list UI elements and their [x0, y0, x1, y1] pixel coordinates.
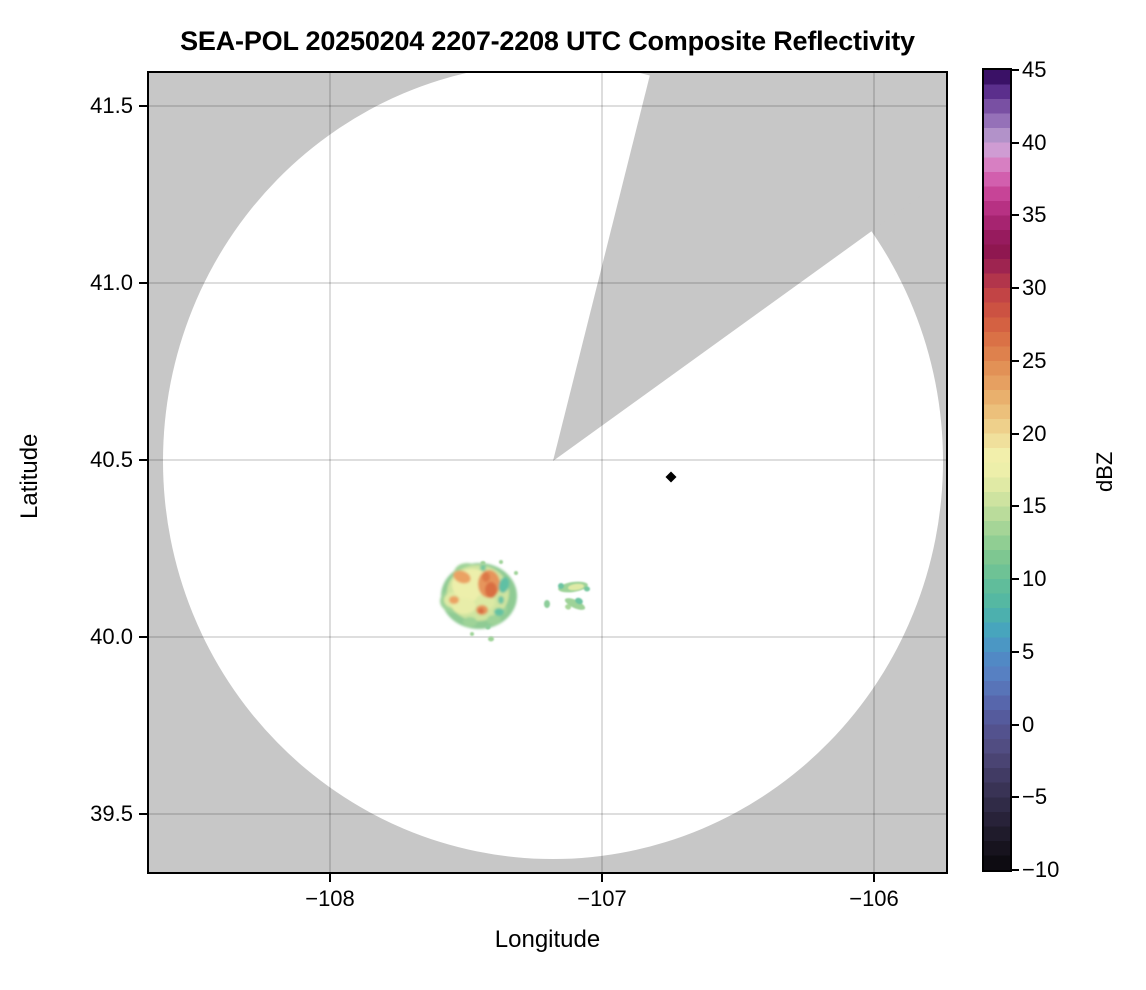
x-tick-mark — [329, 874, 331, 882]
colorbar-tick-label: 20 — [1022, 420, 1047, 446]
colorbar-tick-label: −10 — [1022, 857, 1060, 882]
colorbar-tick-label: 35 — [1022, 202, 1047, 228]
plot-area — [147, 71, 948, 874]
x-tick-label: −108 — [305, 886, 355, 911]
x-axis-label: Longitude — [494, 926, 601, 953]
y-tick-label: 41.0 — [90, 270, 133, 295]
colorbar-tick-label: 45 — [1022, 57, 1047, 82]
colorbar — [982, 68, 1012, 872]
colorbar-tick-mark — [1012, 69, 1019, 71]
x-tick-mark — [873, 874, 875, 882]
radar-plot-canvas — [149, 73, 946, 872]
y-tick-mark — [139, 282, 147, 284]
colorbar-tick-mark — [1012, 287, 1019, 290]
colorbar-tick-label: 5 — [1022, 638, 1035, 664]
y-tick-mark — [139, 105, 147, 107]
colorbar-tick-label: 25 — [1022, 347, 1047, 373]
y-tick-label: 39.5 — [90, 801, 133, 826]
colorbar-tick-label: 15 — [1022, 493, 1047, 519]
y-axis-label: Latitude — [16, 433, 43, 519]
y-tick-label: 41.5 — [90, 93, 133, 118]
colorbar-label: dBZ — [1092, 451, 1117, 492]
colorbar-tick-mark — [1012, 650, 1019, 653]
y-tick-label: 40.0 — [90, 624, 133, 649]
colorbar-tick-label: 10 — [1022, 566, 1047, 592]
colorbar-tick-label: 30 — [1022, 275, 1047, 301]
x-tick-mark — [601, 874, 603, 882]
colorbar-tick-mark — [1012, 578, 1019, 581]
colorbar-tick-mark — [1012, 869, 1019, 871]
colorbar-tick-label: 0 — [1022, 711, 1035, 737]
colorbar-gradient — [984, 70, 1010, 870]
colorbar-tick-label: 40 — [1022, 129, 1047, 155]
plot-title: SEA-POL 20250204 2207-2208 UTC Composite… — [180, 26, 915, 56]
colorbar-tick-label: −5 — [1022, 784, 1048, 810]
colorbar-tick-mark — [1012, 141, 1019, 144]
y-tick-mark — [139, 813, 147, 815]
y-tick-mark — [139, 636, 147, 638]
colorbar-tick-mark — [1012, 359, 1019, 362]
y-tick-mark — [139, 459, 147, 461]
colorbar-tick-mark — [1012, 796, 1019, 799]
colorbar-tick-mark — [1012, 214, 1019, 217]
colorbar-tick-mark — [1012, 432, 1019, 435]
x-tick-label: −107 — [577, 886, 627, 911]
x-tick-label: −106 — [849, 886, 899, 911]
y-tick-label: 40.5 — [90, 447, 133, 472]
colorbar-tick-mark — [1012, 723, 1019, 726]
colorbar-tick-mark — [1012, 505, 1019, 508]
